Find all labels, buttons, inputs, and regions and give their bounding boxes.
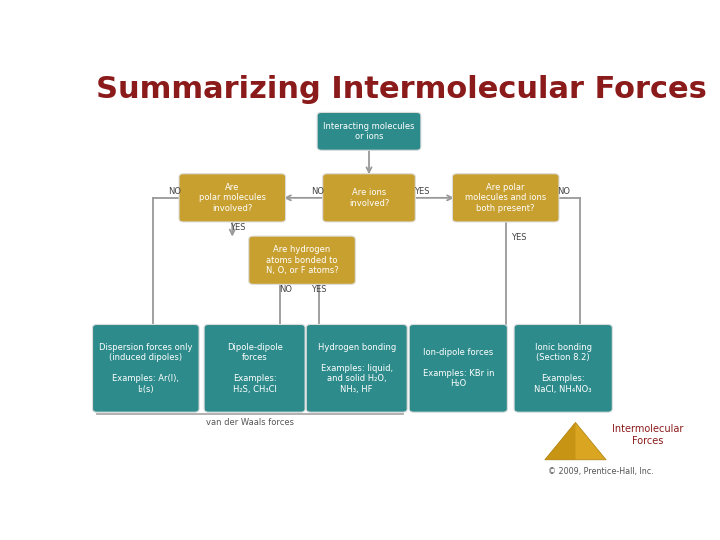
Text: NO: NO — [311, 187, 324, 196]
Text: van der Waals forces: van der Waals forces — [206, 418, 294, 427]
FancyBboxPatch shape — [514, 325, 612, 412]
FancyBboxPatch shape — [179, 174, 286, 222]
Text: NO: NO — [557, 187, 570, 196]
Text: Ionic bonding
(Section 8.2)

Examples:
NaCl, NH₄NO₃: Ionic bonding (Section 8.2) Examples: Na… — [534, 343, 592, 394]
FancyBboxPatch shape — [92, 325, 199, 412]
Text: Summarizing Intermolecular Forces: Summarizing Intermolecular Forces — [96, 75, 706, 104]
Text: Are ions
involved?: Are ions involved? — [348, 188, 390, 207]
Text: YES: YES — [230, 223, 246, 232]
Text: NO: NO — [279, 285, 292, 294]
Text: Are
polar molecules
involved?: Are polar molecules involved? — [199, 183, 266, 213]
FancyBboxPatch shape — [248, 236, 356, 285]
Text: YES: YES — [511, 233, 527, 242]
FancyBboxPatch shape — [204, 325, 305, 412]
Text: Interacting molecules
or ions: Interacting molecules or ions — [323, 122, 415, 141]
Text: Intermolecular
Forces: Intermolecular Forces — [612, 424, 683, 446]
FancyBboxPatch shape — [452, 174, 559, 222]
FancyBboxPatch shape — [323, 174, 415, 222]
Polygon shape — [545, 422, 575, 460]
Text: Hydrogen bonding

Examples: liquid,
and solid H₂O,
NH₃, HF: Hydrogen bonding Examples: liquid, and s… — [318, 343, 396, 394]
Text: Dispersion forces only
(induced dipoles)

Examples: Ar(l),
I₂(s): Dispersion forces only (induced dipoles)… — [99, 343, 192, 394]
FancyBboxPatch shape — [306, 325, 408, 412]
Text: NO: NO — [168, 187, 181, 196]
Text: Dipole-dipole
forces

Examples:
H₂S, CH₃Cl: Dipole-dipole forces Examples: H₂S, CH₃C… — [227, 343, 282, 394]
Text: Ion-dipole forces

Examples: KBr in
H₂O: Ion-dipole forces Examples: KBr in H₂O — [423, 348, 494, 388]
Text: YES: YES — [311, 285, 327, 294]
Text: Are hydrogen
atoms bonded to
N, O, or F atoms?: Are hydrogen atoms bonded to N, O, or F … — [266, 245, 338, 275]
Text: Are polar
molecules and ions
both present?: Are polar molecules and ions both presen… — [465, 183, 546, 213]
Text: © 2009, Prentice-Hall, Inc.: © 2009, Prentice-Hall, Inc. — [547, 467, 653, 476]
Polygon shape — [545, 422, 606, 460]
FancyBboxPatch shape — [317, 112, 421, 150]
FancyBboxPatch shape — [409, 325, 508, 412]
Text: YES: YES — [413, 187, 429, 196]
